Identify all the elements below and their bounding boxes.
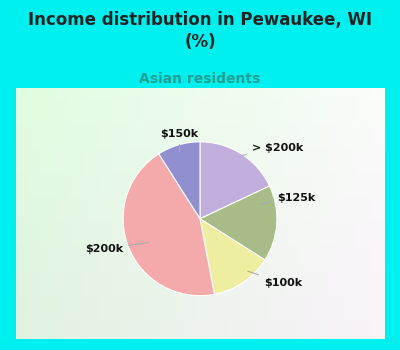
Text: $200k: $200k: [85, 243, 148, 254]
Text: $125k: $125k: [259, 193, 315, 204]
Wedge shape: [123, 154, 214, 296]
Text: Asian residents: Asian residents: [139, 72, 261, 86]
Text: > $200k: > $200k: [242, 144, 303, 155]
Text: $150k: $150k: [160, 129, 198, 152]
Wedge shape: [200, 186, 277, 260]
Wedge shape: [200, 219, 265, 294]
Text: $100k: $100k: [248, 271, 302, 288]
Text: Income distribution in Pewaukee, WI
(%): Income distribution in Pewaukee, WI (%): [28, 10, 372, 51]
Wedge shape: [159, 142, 200, 219]
Wedge shape: [200, 142, 270, 219]
